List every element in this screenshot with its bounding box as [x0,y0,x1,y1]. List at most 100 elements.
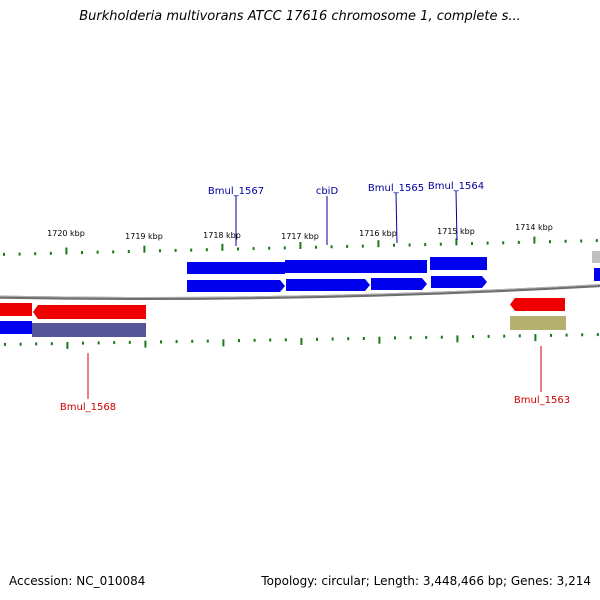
tick-top [315,245,317,249]
scale-label: 1715 kbp [437,227,475,236]
chromosome-backbone-highlight [0,284,600,298]
tick-top [486,241,489,245]
tick-top [237,247,239,251]
gene-label-cbid[interactable]: cbiD [316,186,339,197]
tick-top [18,252,21,256]
scale-labels: 1720 kbp 1719 kbp 1718 kbp 1717 kbp 1716 kbp… [47,223,553,241]
tick-bottom [4,342,6,346]
gene-block-upper-3[interactable] [430,257,487,270]
tick-bottom [518,334,521,338]
gene-block-left-red[interactable] [0,303,32,316]
accession-text: Accession: NC_010084 [9,574,146,588]
tick-top [299,242,302,249]
reverse-strand-genes [0,298,566,337]
scale-label: 1716 kbp [359,229,397,238]
gene-arrow-bmul-1565[interactable] [371,278,427,290]
gene-label-bmul-1564[interactable]: Bmul_1564 [428,181,484,192]
tick-bottom [113,341,116,345]
tick-top [127,250,130,253]
tick-bottom [378,336,381,344]
tick-top [580,239,583,243]
tick-top [190,248,193,252]
gene-label-bmul-1568[interactable]: Bmul_1568 [60,402,116,413]
tick-top [143,245,146,253]
scale-label: 1718 kbp [203,231,241,240]
gene-block-upper-2[interactable] [285,260,427,273]
tick-bottom [425,335,428,339]
gene-label-bmul-1567[interactable]: Bmul_1567 [208,186,264,197]
tick-bottom [394,336,396,340]
tick-bottom [269,338,272,342]
tick-bottom [550,333,552,337]
tick-top [408,243,411,247]
tick-bottom [144,340,147,348]
tick-bottom [300,338,303,345]
gene-labels: Bmul_1567 cbiD Bmul_1565 Bmul_1564 Bmul_… [60,181,570,413]
gene-arrow-bmul-1563[interactable] [510,298,565,311]
tick-bottom [565,333,568,337]
olive-block [510,316,566,330]
tick-top [330,245,333,249]
forward-strand-genes [187,251,600,292]
tick-top [65,247,68,255]
tick-top [34,252,37,256]
gene-arrow-bmul-1568[interactable] [33,305,146,319]
tick-top [252,247,255,251]
gene-label-bmul-1563[interactable]: Bmul_1563 [514,395,570,406]
tick-bottom [316,337,318,341]
tick-top [502,241,505,245]
scale-label: 1719 kbp [125,232,163,241]
grey-block-edge-right [592,251,600,263]
tick-top [3,252,5,256]
tick-bottom [238,339,240,343]
gene-block-left-blue[interactable] [0,321,32,334]
tick-top [471,242,473,245]
tick-bottom [596,333,599,337]
tick-bottom [206,339,209,343]
tick-top [377,240,380,248]
slate-block [32,323,146,337]
tick-bottom [222,339,225,347]
tick-bottom [66,341,69,349]
topology-summary-text: Topology: circular; Length: 3,448,466 bp… [261,574,591,588]
tick-top [268,246,271,250]
tick-bottom [160,340,162,344]
tick-top [393,243,395,247]
tick-bottom [362,337,365,340]
chromosome-backbone [0,284,600,300]
tick-bottom [534,334,537,342]
tick-bottom [503,334,506,338]
tick-bottom [581,333,584,337]
tick-top [517,240,520,244]
tick-bottom [440,335,443,339]
leader-bmul-1565 [395,192,398,244]
tick-top [439,242,442,246]
tick-bottom [409,336,412,340]
tick-bottom [97,341,100,345]
tick-top [81,251,83,255]
tick-top [455,238,458,246]
tick-top [361,244,364,248]
scale-ticks-bottom [4,333,599,349]
scale-ticks-top [3,236,598,256]
tick-bottom [19,342,22,346]
tick-bottom [253,338,256,342]
gene-arrow-cbid[interactable] [286,279,370,291]
tick-bottom [50,342,53,346]
scale-label: 1720 kbp [47,229,85,238]
tick-bottom [284,338,287,342]
gene-arrow-bmul-1564[interactable] [431,276,487,288]
tick-top [49,251,52,255]
tick-top [96,250,99,254]
gene-label-bmul-1565[interactable]: Bmul_1565 [368,183,424,194]
gene-block-edge-right[interactable] [594,268,600,281]
tick-bottom [35,342,38,346]
gene-arrow-bmul-1567[interactable] [187,280,285,292]
tick-bottom [331,337,334,341]
tick-top [346,244,349,248]
tick-top [112,250,115,254]
gene-block-upper-1[interactable] [187,262,285,274]
tick-top [159,249,161,253]
tick-bottom [128,340,131,344]
